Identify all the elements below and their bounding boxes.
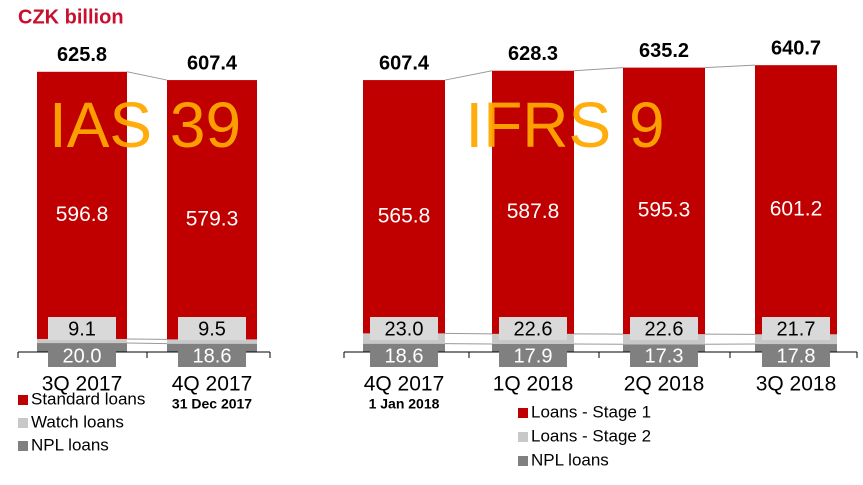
legend-swatch <box>18 441 28 451</box>
legend-swatch <box>518 432 528 442</box>
data-label: 18.6 <box>385 345 424 367</box>
total-label: 607.4 <box>379 52 430 74</box>
legend-label: Watch loans <box>31 412 124 431</box>
category-note: 31 Dec 2017 <box>172 396 252 412</box>
data-label: 17.9 <box>514 345 553 367</box>
bar-segment <box>492 70 574 334</box>
chart-title: CZK billion <box>18 6 124 28</box>
legend-swatch <box>518 408 528 418</box>
label-box <box>762 317 830 340</box>
data-label: 601.2 <box>770 197 823 220</box>
label-box <box>48 317 116 340</box>
bar-segment <box>623 67 705 335</box>
data-label: 20.0 <box>63 345 102 367</box>
bar-segment <box>167 80 257 340</box>
total-label: 625.8 <box>57 44 107 66</box>
label-box <box>630 317 698 340</box>
legend-swatch <box>18 418 28 428</box>
label-box <box>370 317 438 340</box>
data-label: 595.3 <box>638 198 691 221</box>
data-label: 21.7 <box>777 318 816 340</box>
connector <box>573 67 624 72</box>
connector <box>126 71 168 81</box>
x-tick-label: 4Q 2017 <box>172 373 253 396</box>
legend-label: NPL loans <box>531 450 609 469</box>
legend-swatch <box>18 395 28 405</box>
data-label: 579.3 <box>186 207 239 230</box>
annotation: IFRS 9 <box>465 89 664 161</box>
connector <box>126 342 168 345</box>
data-label: 22.6 <box>645 318 684 340</box>
data-label: 23.0 <box>385 318 424 340</box>
bar-segment <box>37 338 127 344</box>
data-label: 596.8 <box>56 203 109 226</box>
total-label: 640.7 <box>771 37 821 59</box>
data-label: 22.6 <box>514 318 553 340</box>
total-label: 635.2 <box>639 40 689 62</box>
label-box <box>48 345 116 367</box>
legend-label: Loans - Stage 1 <box>531 402 651 421</box>
total-label: 607.4 <box>187 52 238 74</box>
data-label: 565.8 <box>378 204 431 227</box>
connector <box>704 64 756 69</box>
bar-segment <box>37 71 127 339</box>
annotation: IAS 39 <box>49 89 241 161</box>
data-label: 587.8 <box>507 200 560 223</box>
bar-segment <box>167 339 257 344</box>
data-label: 9.1 <box>68 318 96 340</box>
label-box <box>178 317 246 340</box>
label-box <box>499 345 567 367</box>
data-label: 9.5 <box>198 318 226 340</box>
category-note: 1 Jan 2018 <box>369 396 440 412</box>
legend-label: Loans - Stage 2 <box>531 426 651 445</box>
legend-label: Standard loans <box>31 389 145 408</box>
connector <box>444 70 493 81</box>
legend-swatch <box>518 456 528 466</box>
x-tick-label: 1Q 2018 <box>493 373 574 396</box>
bar-segment <box>755 65 837 335</box>
label-box <box>370 345 438 367</box>
legend-label: NPL loans <box>31 435 109 454</box>
x-tick-label: 2Q 2018 <box>624 373 705 396</box>
total-label: 628.3 <box>508 43 558 65</box>
label-box <box>762 345 830 367</box>
label-box <box>178 345 246 367</box>
label-box <box>630 345 698 367</box>
label-box <box>499 317 567 340</box>
x-tick-label: 3Q 2017 <box>42 373 123 396</box>
data-label: 18.6 <box>193 345 232 367</box>
data-label: 17.8 <box>777 345 816 367</box>
x-tick-label: 4Q 2017 <box>364 373 445 396</box>
x-tick-label: 3Q 2018 <box>756 373 837 396</box>
bar-segment <box>363 80 445 334</box>
data-label: 17.3 <box>645 345 684 367</box>
